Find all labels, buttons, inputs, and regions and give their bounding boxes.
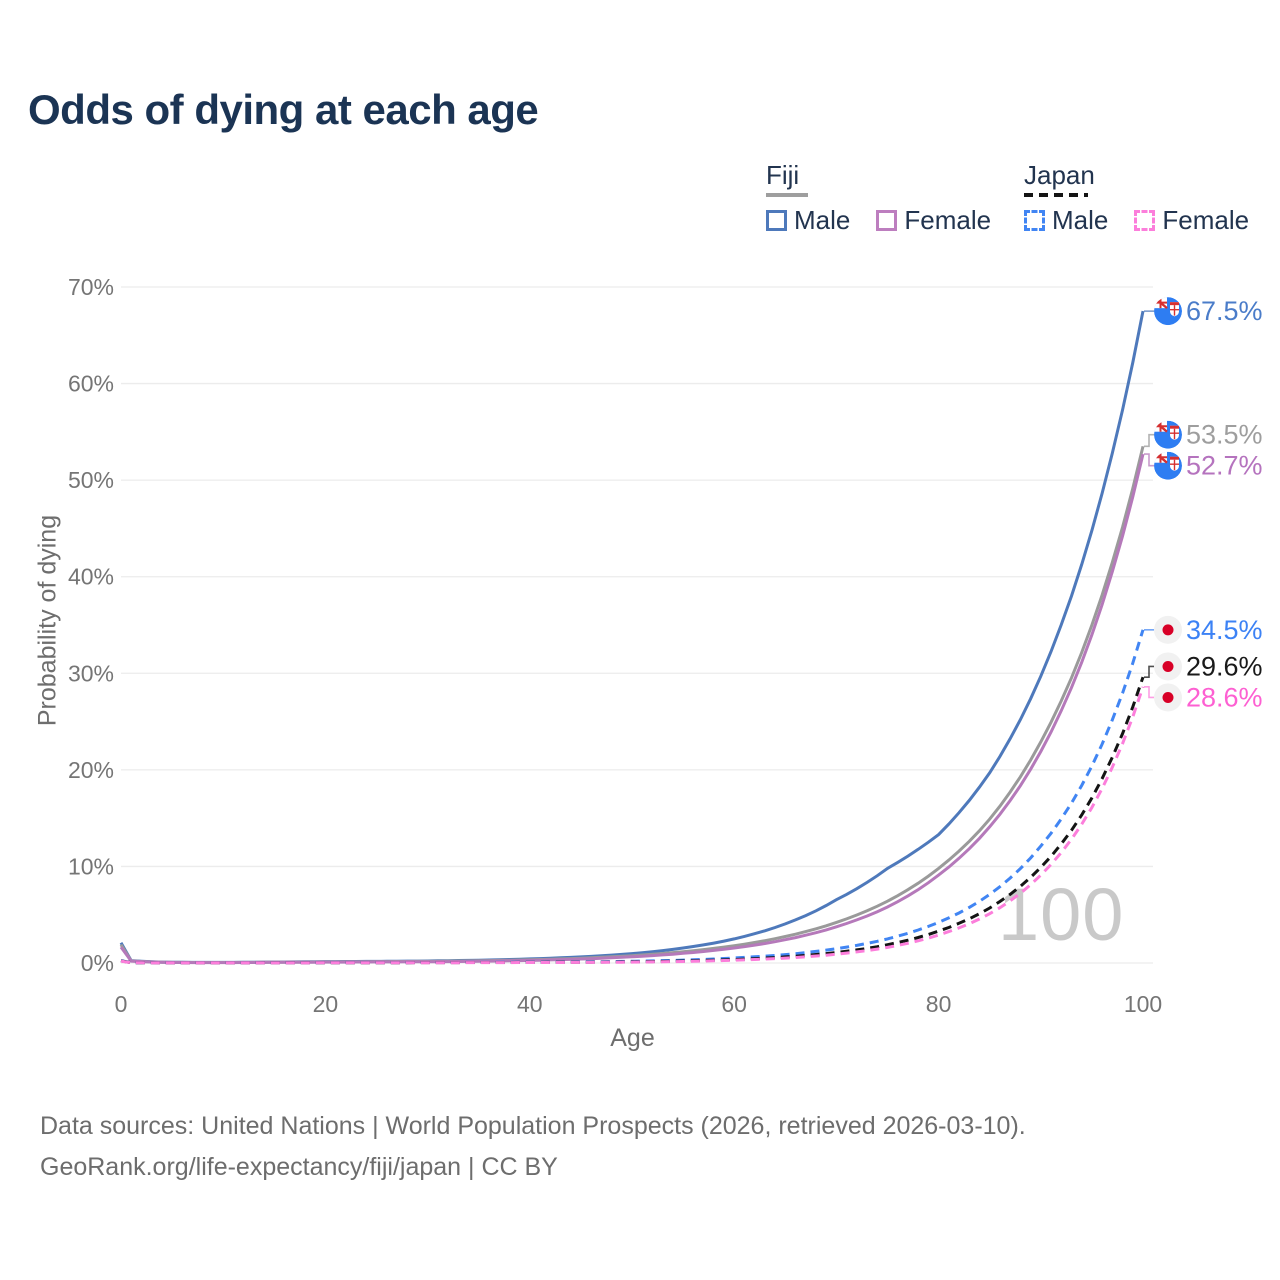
legend-group-japan: Japan Male Female (1024, 160, 1249, 236)
legend-swatch-fiji-male-icon (766, 210, 787, 231)
y-tick-label: 0% (81, 950, 114, 976)
footer-data-sources: Data sources: United Nations | World Pop… (40, 1112, 1026, 1140)
legend-label-fiji-male: Male (794, 205, 851, 235)
y-tick-label: 40% (68, 564, 114, 590)
end-label-leader (1144, 665, 1154, 678)
series-line-fiji-female (119, 453, 1145, 965)
legend-group-label-fiji: Fiji (766, 160, 800, 190)
y-tick-label: 50% (68, 467, 114, 493)
legend-underline-fiji (766, 193, 808, 197)
series-line-japan-female (120, 686, 1145, 965)
end-label-fiji-both: 53.5% (1186, 420, 1263, 450)
x-axis-title: Age (610, 1024, 655, 1052)
y-axis-title: Probability of dying (33, 514, 62, 727)
legend-label-japan-male: Male (1052, 205, 1109, 235)
y-tick-label: 30% (68, 660, 114, 686)
x-tick-label: 60 (721, 991, 747, 1017)
japan-flag-icon (1154, 683, 1182, 712)
hover-age-watermark: 100 (998, 873, 1125, 956)
fiji-flag-icon (1154, 297, 1182, 326)
legend-item-fiji-female[interactable]: Female (876, 205, 991, 236)
legend-item-japan-female[interactable]: Female (1134, 205, 1249, 236)
legend-label-fiji-female: Female (904, 205, 992, 235)
x-tick-label: 100 (1124, 991, 1162, 1017)
chart-title: Odds of dying at each age (28, 86, 539, 133)
y-tick-label: 70% (68, 274, 114, 300)
series-line-fiji-male (119, 310, 1145, 964)
end-label-japan-female: 28.6% (1186, 682, 1263, 712)
legend-item-japan-male[interactable]: Male (1024, 205, 1108, 236)
x-tick-label: 40 (517, 991, 543, 1017)
end-label-japan-male: 34.5% (1186, 615, 1263, 645)
legend-item-fiji-male[interactable]: Male (766, 205, 850, 236)
end-label-leader (1144, 453, 1154, 467)
end-label-leader (1144, 686, 1154, 699)
footer: Data sources: United Nations | World Pop… (40, 1106, 1026, 1188)
end-label-leader (1144, 433, 1154, 448)
series-line-fiji-both (119, 445, 1145, 964)
fiji-flag-icon (1154, 420, 1182, 449)
legend-group-label-japan: Japan (1024, 160, 1095, 190)
legend-group-fiji: Fiji Male Female (766, 160, 991, 236)
legend-swatch-fiji-female-icon (876, 210, 898, 231)
end-label-fiji-female: 52.7% (1186, 451, 1263, 481)
y-tick-label: 10% (68, 853, 114, 879)
x-tick-label: 20 (313, 991, 339, 1017)
end-label-fiji-male: 67.5% (1186, 296, 1263, 326)
y-tick-label: 60% (68, 371, 114, 397)
japan-flag-icon (1154, 615, 1182, 644)
end-label-japan-both: 29.6% (1186, 651, 1263, 681)
x-tick-label: 0 (115, 991, 128, 1017)
legend-swatch-japan-male-icon (1024, 210, 1045, 231)
fiji-flag-icon (1154, 451, 1182, 480)
footer-attribution: GeoRank.org/life-expectancy/fiji/japan |… (40, 1153, 558, 1181)
legend-swatch-japan-female-icon (1134, 210, 1156, 231)
x-tick-label: 80 (926, 991, 952, 1017)
y-tick-label: 20% (68, 757, 114, 783)
japan-flag-icon (1154, 652, 1182, 681)
legend-label-japan-female: Female (1162, 205, 1250, 235)
legend-underline-japan (1024, 193, 1088, 197)
